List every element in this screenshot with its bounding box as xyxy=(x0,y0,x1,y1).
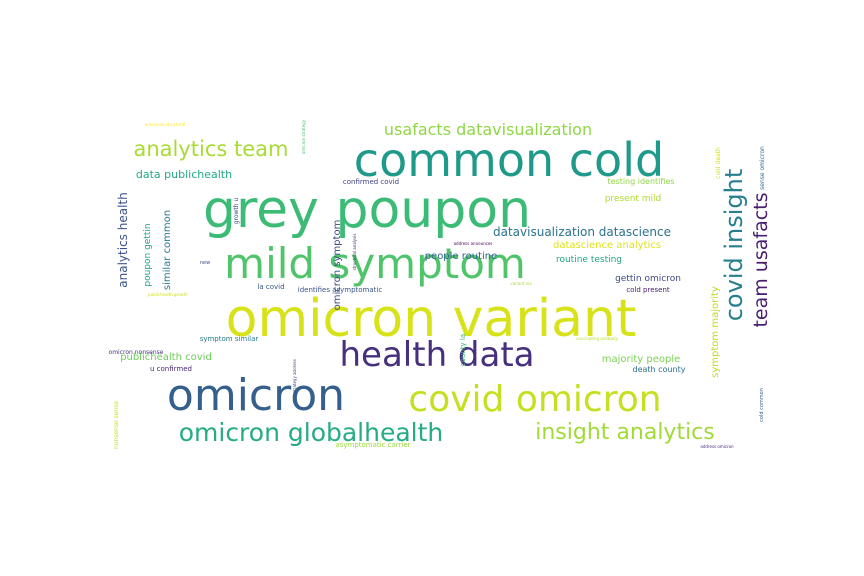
word: growth u xyxy=(233,198,240,225)
word: cold death xyxy=(715,147,722,179)
word: symptom similar xyxy=(200,335,259,343)
word: structural analysis xyxy=(352,234,357,271)
word: county la xyxy=(459,334,467,366)
word: analytics health xyxy=(116,192,130,287)
word: testing identifies xyxy=(607,177,674,186)
word: omicron nonsense xyxy=(109,349,164,356)
word: u confirmed xyxy=(150,365,192,373)
word: usafacts datavisualization xyxy=(384,120,592,139)
word: analytics team xyxy=(133,137,288,161)
word: strategy address xyxy=(292,359,297,393)
word: covid insight xyxy=(720,169,748,322)
word: insight analytics xyxy=(535,420,715,445)
word: confirmed covid xyxy=(343,178,399,186)
word: announce structural xyxy=(145,122,185,127)
word: cold common xyxy=(759,388,765,422)
word: common cold xyxy=(354,133,664,187)
word: people routine xyxy=(425,251,498,262)
word: address omicron xyxy=(700,444,734,449)
word: poupon gettin xyxy=(143,223,153,286)
word: omicron strategy xyxy=(301,119,306,154)
word: vaccinating antibody xyxy=(576,336,619,341)
word: majority people xyxy=(602,354,681,365)
word: asymptomatic carrier xyxy=(335,441,410,449)
word: team usafacts xyxy=(750,192,772,327)
word: mild symptom xyxy=(224,239,526,288)
word: variant via xyxy=(510,281,532,286)
word: sense omicron xyxy=(759,146,766,190)
word: publichealth covid xyxy=(120,352,212,363)
word: new xyxy=(200,260,210,266)
word: covid omicron xyxy=(408,379,661,420)
word: health data xyxy=(339,335,534,375)
word: gettin omicron xyxy=(615,274,681,284)
word: la covid xyxy=(257,283,284,291)
word: present mild xyxy=(605,194,662,204)
word: nonsense sense xyxy=(113,401,120,449)
word: datascience analytics xyxy=(553,240,661,251)
word: omicron xyxy=(167,370,345,421)
word: omicron variant xyxy=(226,289,637,349)
word: similar common xyxy=(162,210,173,290)
word: publichealth growth xyxy=(148,292,188,297)
word: identifies asymptomatic xyxy=(298,286,383,294)
word: death county xyxy=(633,365,686,374)
word: cold present xyxy=(626,286,670,294)
word: omicron globalhealth xyxy=(179,418,444,447)
word: address announces xyxy=(454,241,493,246)
word: symptom majority xyxy=(710,286,721,378)
word: data publichealth xyxy=(136,168,232,181)
word: grey poupon xyxy=(203,180,531,240)
word: datavisualization datascience xyxy=(493,225,671,239)
word: omicron symptom xyxy=(332,220,343,311)
word: routine testing xyxy=(556,255,622,265)
